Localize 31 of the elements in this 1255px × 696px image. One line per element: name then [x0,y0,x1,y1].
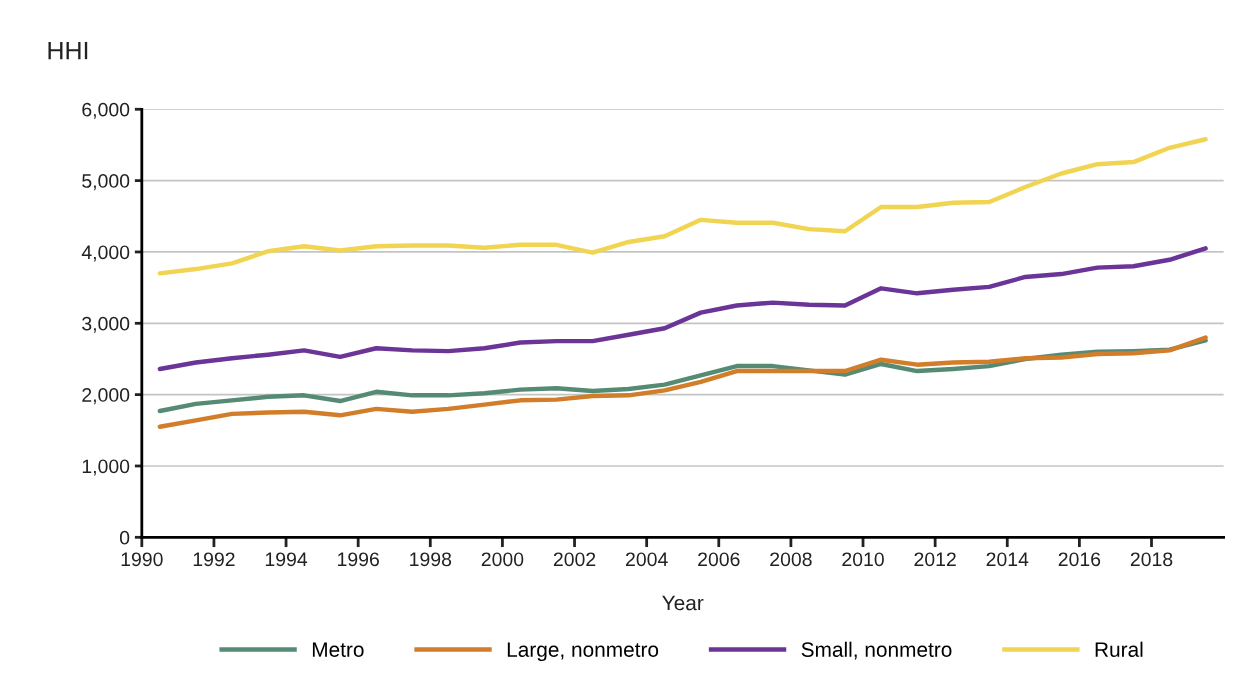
y-tick-label: 3,000 [82,316,130,333]
y-axis-title: HHI [48,41,88,60]
line-series [157,335,1208,429]
x-tick-label: 2000 [481,552,524,567]
x-tick-label: 1994 [265,552,308,567]
legend-label: Rural [1095,641,1143,657]
y-tick-label: 2,000 [82,388,130,405]
line-series [157,137,1208,276]
legend-label: Small, nonmetro [801,641,952,660]
y-tick-label: 4,000 [81,245,130,262]
legend-label: Metro [312,642,364,657]
y-tick-label: 1,000 [82,459,130,476]
y-tick-label: 5,000 [82,174,130,191]
x-tick-label: 2006 [698,552,740,567]
x-axis-title: Year [662,595,704,611]
line-series [157,246,1208,372]
x-tick-label: 2002 [553,552,596,567]
x-tick-label: 2010 [842,552,884,567]
x-tick-label: 2016 [1058,552,1101,567]
x-tick-label: 2014 [986,552,1029,567]
legend-label: Large, nonmetro [507,642,659,662]
y-tick-label: 0 [119,530,130,545]
x-tick-label: 2008 [770,552,812,567]
x-tick-label: 1990 [121,552,163,567]
x-tick-label: 2012 [914,552,956,567]
x-tick-label: 1996 [338,552,379,567]
x-tick-label: 2004 [626,552,668,567]
y-tick-label: 6,000 [82,102,130,119]
x-tick-label: 1992 [193,552,235,567]
x-tick-label: 1998 [410,552,452,567]
x-tick-label: 2018 [1130,552,1173,567]
